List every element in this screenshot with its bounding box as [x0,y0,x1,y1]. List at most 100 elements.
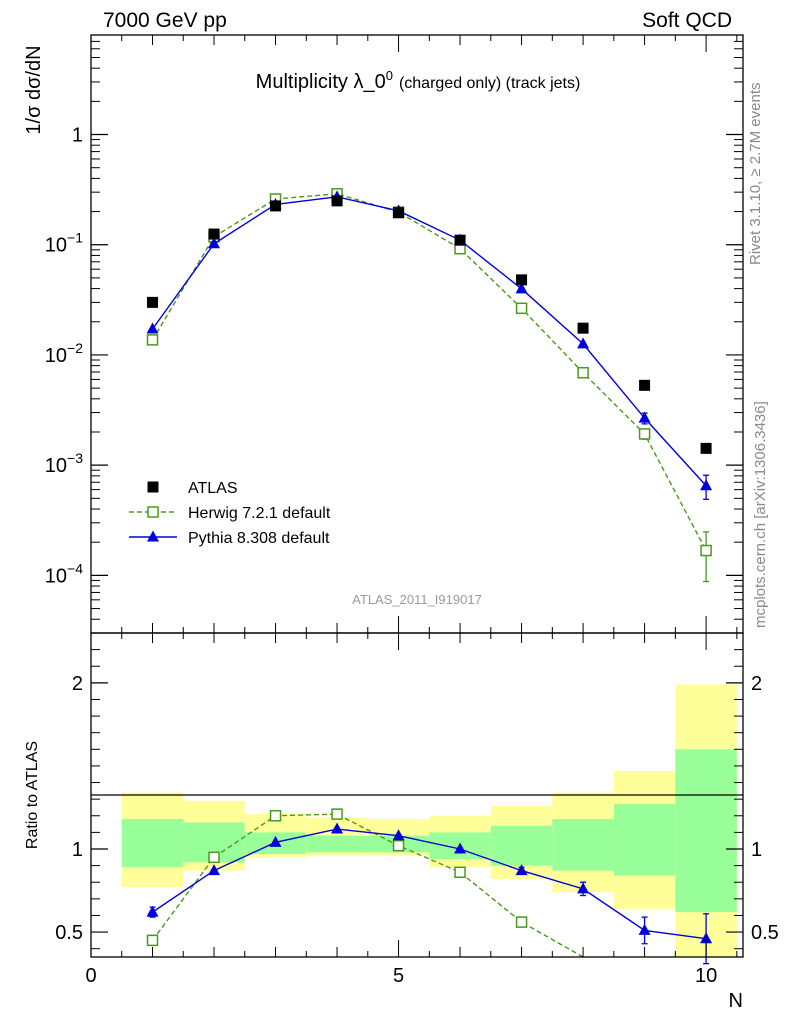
main-data-point [638,428,651,440]
main-y-tick-label-base: 10 [45,565,67,587]
main-data-point [393,207,405,219]
main-data-point [147,296,159,308]
mcplots-credit-label: mcplots.cern.ch [arXiv:1306.3436] [752,401,769,628]
ratio-y-tick-label-left: 2 [72,673,83,695]
ratio-band-green [552,819,614,871]
main-series-herwig-7-2-1-default [146,188,712,583]
ratio-data-point [208,851,220,864]
main-y-tick-label-base: 1 [72,125,83,147]
legend-marker [147,530,159,542]
ratio-y-axis-label: Ratio to ATLAS [24,741,41,849]
legend-item: ATLAS [147,480,238,497]
main-series-pythia-8-308-default [146,190,713,500]
ratio-data-point [515,916,528,928]
main-data-point [331,195,343,207]
main-y-tick-label: 1 [72,125,83,147]
main-data-point [208,228,220,240]
main-y-tick-label: 10−4 [45,560,83,587]
rivet-version-label: Rivet 3.1.10, ≥ 2.7M events [747,83,764,266]
ratio-y-tick-label-right: 1 [751,839,762,861]
ratio-series-line [152,828,707,940]
ratio-y-tick-label-left: 0.5 [55,922,83,944]
main-data-point [146,334,159,346]
main-data-point [700,544,712,557]
main-data-point [639,379,651,391]
main-series-atlas [147,195,712,454]
main-data-point [208,237,221,249]
ratio-band-green [613,804,676,876]
main-y-tick-label-exponent: −3 [67,450,83,466]
legend-marker [147,481,159,493]
ratio-series-layer [146,808,713,965]
ratio-band-green [675,749,737,913]
ratio-data-point [269,810,282,822]
ratio-x-tick-label: 5 [393,965,404,987]
main-y-tick-label-base: 10 [45,235,67,257]
main-data-point [454,234,466,246]
legend: ATLAS Herwig 7.2.1 default Pythia 8.308 de… [129,480,331,547]
main-data-point [700,479,713,491]
main-y-axis-label: 1/σ dσ/dN [23,45,45,134]
ratio-band-green [121,819,184,868]
header-left: 7000 GeV pp [103,9,227,32]
ratio-panel: 0.5 0.5 1 1 2 2 0 5 10 Ratio to ATLAS N [24,632,779,1012]
main-y-tick-label-base: 10 [45,455,67,477]
main-data-point [515,302,528,315]
ratio-data-point [392,839,405,852]
ratio-x-tick-label: 10 [695,965,717,987]
main-y-tick-label: 10−1 [45,230,83,257]
main-data-point [577,366,589,379]
main-y-tick-label-base: 10 [45,345,67,367]
main-data-point [700,442,712,454]
ratio-band-green [490,825,553,866]
ratio-data-point [454,866,466,879]
main-y-tick-label-exponent: −4 [67,560,83,576]
legend-item: Herwig 7.2.1 default [129,505,331,522]
ratio-band-green [306,835,368,853]
ratio-data-point [269,835,282,847]
ratio-data-point [577,882,590,894]
main-title-suffix: (charged only) (track jets) [399,75,580,92]
main-data-point [146,322,159,334]
header-right: Soft QCD [642,9,732,32]
ratio-bands [121,684,737,957]
legend-marker [147,506,159,518]
ratio-y-tick-label-right: 2 [751,673,762,695]
main-y-tick-label-exponent: −1 [67,230,83,246]
main-data-point [515,282,528,294]
analysis-watermark: ATLAS_2011_I919017 [352,592,482,607]
main-data-point [516,274,528,286]
ratio-data-point [454,842,467,854]
x-axis-label: N [729,990,743,1012]
ratio-data-point [331,808,343,820]
legend-label: Herwig 7.2.1 default [188,505,331,522]
legend-label: Pythia 8.308 default [188,530,330,547]
ratio-y-tick-label-left: 1 [72,839,83,861]
main-y-tick-label: 10−2 [45,340,83,367]
main-series-line [151,193,707,551]
ratio-data-point [331,822,344,834]
ratio-data-point [700,932,713,944]
ratio-x-tick-label: 0 [85,965,96,987]
ratio-data-point [208,864,221,876]
main-series-layer [146,188,713,583]
ratio-data-point [515,864,528,876]
main-data-point [270,200,282,212]
ratio-axis-ticks: 0.5 0.5 1 1 2 2 0 5 10 [55,633,779,987]
main-y-tick-label-exponent: −2 [67,340,83,356]
legend-item: Pythia 8.308 default [129,530,330,547]
main-y-tick-label: 10−3 [45,450,83,477]
main-title-superscript: 0 [386,68,393,83]
main-data-point [638,411,651,423]
ratio-data-point [146,905,159,917]
ratio-series-pythia-8-308-default [146,822,713,965]
ratio-series-herwig-7-2-1-default [146,808,584,958]
ratio-plot-frame [90,632,744,958]
ratio-data-point [146,934,159,947]
ratio-data-point [392,829,405,841]
main-title: Multiplicity λ_00 (charged only) (track j… [256,68,581,93]
ratio-series-line [151,813,584,958]
ratio-data-point [638,923,651,935]
main-series-line [151,196,707,487]
